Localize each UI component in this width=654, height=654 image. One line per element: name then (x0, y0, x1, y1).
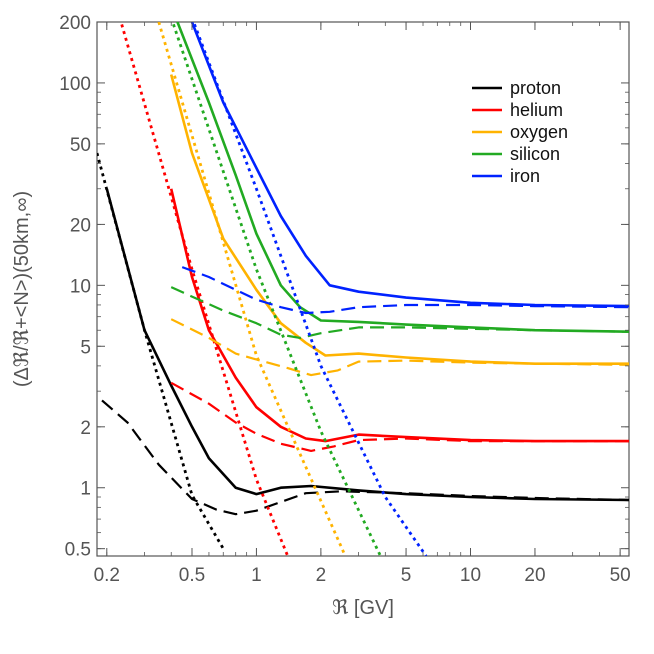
y-tick-label: 100 (59, 74, 91, 95)
x-tick-label: 0.2 (94, 565, 120, 586)
iron-solid-line (190, 22, 629, 308)
helium-dotted-line (119, 22, 289, 556)
legend-label-helium: helium (510, 100, 563, 120)
y-axis-label: (Δℜ/ℜ+<N>)(50km,∞) (11, 191, 33, 387)
iron-dotted-line (192, 22, 428, 556)
legend-label-silicon: silicon (510, 144, 560, 164)
plot-area (96, 21, 630, 557)
legend-label-proton: proton (510, 78, 561, 98)
x-tick-label: 5 (401, 565, 412, 586)
proton-dotted-line (97, 152, 225, 550)
x-axis-label: ℜ [GV] (332, 597, 394, 619)
y-tick-label: 1 (80, 479, 91, 500)
oxygen-solid-line (169, 74, 629, 365)
series-layer (97, 22, 629, 556)
proton-solid-line (105, 188, 629, 502)
y-tick-label: 2 (80, 418, 91, 439)
y-tick-label: 10 (70, 276, 91, 297)
x-tick-label: 0.5 (179, 565, 205, 586)
x-tick-label: 1 (251, 565, 262, 586)
x-tick-label: 2 (316, 565, 327, 586)
legend-label-iron: iron (510, 166, 540, 186)
plot-frame (96, 21, 630, 557)
x-tick-label: 10 (460, 565, 481, 586)
x-tick-label: 50 (610, 565, 631, 586)
y-tick-label: 20 (70, 215, 91, 236)
y-tick-label: 50 (70, 135, 91, 156)
silicon-dotted-line (171, 22, 382, 556)
silicon-solid-line (176, 22, 629, 333)
legend-label-oxygen: oxygen (510, 122, 568, 142)
iron-dashed-line (181, 266, 629, 315)
y-tick-label: 200 (59, 13, 91, 34)
x-tick-label: 20 (524, 565, 545, 586)
oxygen-dotted-line (157, 22, 347, 556)
y-tick-label: 5 (80, 337, 91, 358)
helium-solid-line (169, 188, 629, 443)
y-tick-label: 0.5 (65, 540, 91, 561)
